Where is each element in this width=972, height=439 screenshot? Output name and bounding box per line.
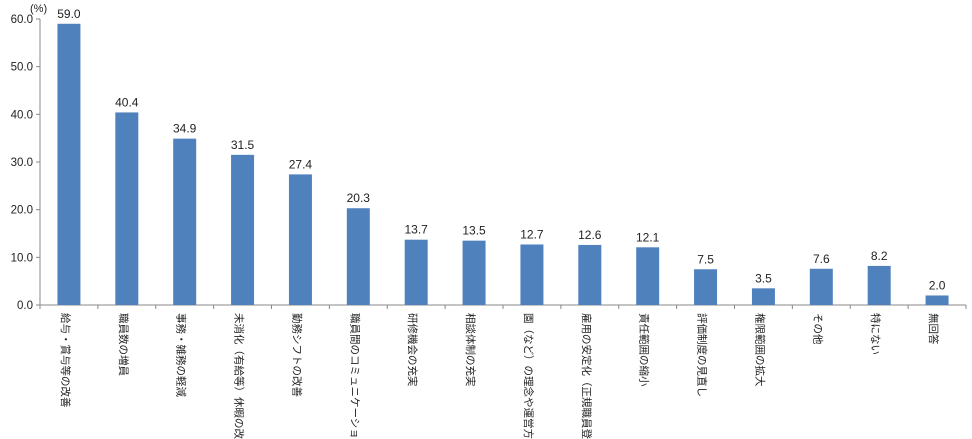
y-tick-label: 40.0 [11, 109, 33, 121]
y-tick-label: 50.0 [11, 62, 33, 74]
bar [520, 244, 544, 305]
data-label: 31.5 [231, 138, 255, 152]
axes: 0.0 10.0 20.0 30.0 40.0 50.0 60.0 [11, 14, 967, 312]
labels: 59.0 給与・賞与等の改善 40.4 職員数の増員 34.9 事務・雑務の軽減 31.5 未… [57, 7, 945, 439]
data-label: 3.5 [755, 271, 772, 285]
bar [694, 269, 718, 305]
bar [578, 244, 602, 305]
category-label: 相談体制の充実 [464, 313, 477, 387]
category-label: 事務・雑務の軽減 [175, 313, 188, 397]
data-label: 7.6 [813, 252, 830, 266]
y-tick-label: 30.0 [11, 157, 33, 169]
bar [288, 174, 312, 305]
category-label: 勤務シフトの改善 [290, 313, 303, 397]
data-label: 13.5 [462, 224, 486, 238]
y-tick-label: 20.0 [11, 205, 33, 217]
category-label: 職員間のコミュニケーション [348, 313, 360, 439]
data-label: 27.4 [289, 157, 313, 171]
bar [57, 23, 81, 306]
category-label: 給与・賞与等の改善 [59, 313, 72, 408]
bar [925, 295, 949, 305]
category-label: 特にない [869, 313, 881, 355]
data-label: 12.1 [636, 230, 660, 244]
data-label: 2.0 [929, 278, 946, 292]
y-tick-label: 0.0 [17, 300, 33, 312]
y-tick-label: 10.0 [11, 252, 33, 264]
data-label: 12.7 [520, 227, 544, 241]
data-label: 13.7 [405, 223, 429, 237]
bar [462, 240, 486, 305]
category-label: その他 [811, 313, 824, 345]
bar [231, 154, 255, 305]
category-label: 研修機会の充実 [406, 313, 419, 387]
category-label: 権限範囲の拡大 [753, 313, 766, 387]
data-label: 12.6 [578, 228, 602, 242]
data-label: 20.3 [347, 191, 371, 205]
y-tick-label: 60.0 [11, 14, 33, 26]
category-label: 園（など）の理念や運営方針 [522, 313, 535, 439]
data-label: 8.2 [871, 249, 888, 263]
data-label: 34.9 [173, 122, 197, 136]
data-label: 40.4 [115, 95, 139, 109]
bars [57, 23, 949, 306]
data-label: 59.0 [57, 7, 81, 21]
category-label: 雇用の安定化（正規職員登用 [580, 313, 593, 439]
category-label: 職員数の増員 [117, 313, 130, 376]
y-axis-unit-label: (%) [30, 3, 47, 15]
bar [636, 247, 660, 305]
bar [404, 239, 428, 305]
category-label: 責任範囲の縮小 [638, 313, 651, 387]
bar [115, 112, 139, 305]
bar [809, 268, 833, 305]
bar [173, 138, 197, 305]
category-label: 無回答 [927, 313, 940, 345]
data-label: 7.5 [697, 252, 714, 266]
category-label: 未消化（有給等）休暇の改善 [233, 313, 246, 439]
bar [346, 208, 370, 305]
category-label: 評価制度の見直し [696, 313, 709, 397]
bar [751, 288, 775, 305]
bar [867, 265, 891, 305]
